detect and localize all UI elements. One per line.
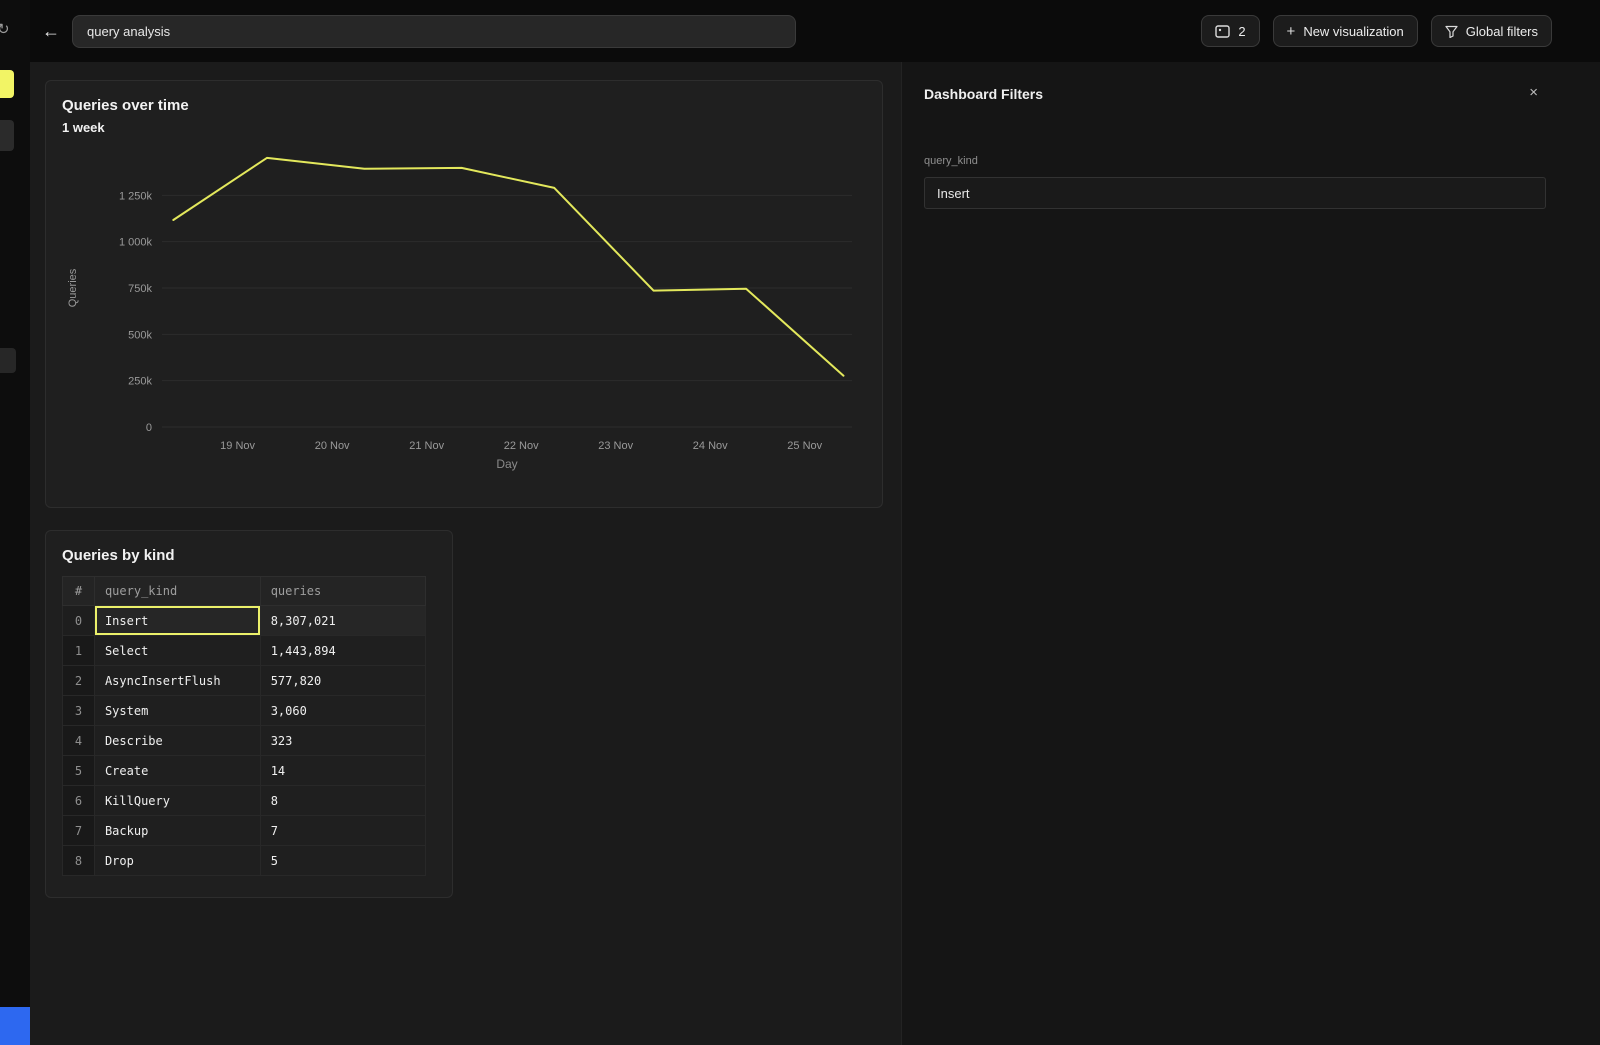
query-kind-cell[interactable]: Select bbox=[93, 635, 261, 666]
filters-panel-title: Dashboard Filters bbox=[924, 86, 1044, 102]
row-index: 6 bbox=[62, 785, 95, 816]
table-title: Queries by kind bbox=[62, 547, 175, 564]
svg-text:1 250k: 1 250k bbox=[119, 190, 153, 202]
back-button[interactable]: ← bbox=[36, 16, 66, 46]
sidebar-item[interactable] bbox=[0, 120, 14, 151]
svg-text:500k: 500k bbox=[128, 329, 152, 341]
row-index: 5 bbox=[62, 755, 95, 786]
query-kind-cell[interactable]: System bbox=[93, 695, 261, 726]
topbar: ← 2 + New visualization Global filters bbox=[0, 0, 1600, 62]
svg-text:22 Nov: 22 Nov bbox=[504, 440, 539, 452]
filter-icon bbox=[1445, 25, 1458, 38]
table-row: 0 Insert 8,307,021 bbox=[62, 605, 427, 636]
global-filters-label: Global filters bbox=[1465, 23, 1538, 39]
new-visualization-label: New visualization bbox=[1303, 23, 1404, 39]
svg-text:19 Nov: 19 Nov bbox=[220, 440, 255, 452]
query-kind-cell[interactable]: Backup bbox=[93, 815, 261, 846]
svg-text:250k: 250k bbox=[128, 376, 152, 388]
queries-cell[interactable]: 5 bbox=[259, 845, 427, 876]
plus-icon: + bbox=[1286, 22, 1296, 40]
new-visualization-button[interactable]: + New visualization bbox=[1272, 15, 1418, 47]
row-index: 1 bbox=[62, 635, 95, 666]
queries-cell[interactable]: 7 bbox=[259, 815, 427, 846]
refresh-icon[interactable]: ↻ bbox=[0, 20, 10, 38]
sidebar-bottom-button[interactable] bbox=[0, 1007, 30, 1045]
visualization-count: 2 bbox=[1238, 23, 1246, 39]
column-header-query-kind: query_kind bbox=[93, 576, 261, 606]
queries-cell[interactable]: 8,307,021 bbox=[259, 605, 427, 636]
queries-cell[interactable]: 14 bbox=[259, 755, 427, 786]
table-row: 4 Describe 323 bbox=[62, 725, 427, 756]
queries-over-time-chart: 0 250k 500k 750k 1 000k 1 250k 19 Nov 20 Nov 21 … bbox=[62, 139, 866, 489]
query-kind-cell[interactable]: AsyncInsertFlush bbox=[93, 665, 261, 696]
query-kind-filter-input[interactable] bbox=[924, 177, 1546, 209]
svg-text:20 Nov: 20 Nov bbox=[315, 440, 350, 452]
sidebar-item[interactable] bbox=[0, 348, 16, 373]
row-index: 3 bbox=[62, 695, 95, 726]
svg-text:1 000k: 1 000k bbox=[119, 237, 153, 249]
row-index: 7 bbox=[62, 815, 95, 846]
svg-text:Day: Day bbox=[496, 457, 517, 471]
svg-text:750k: 750k bbox=[128, 283, 152, 295]
column-header-queries: queries bbox=[259, 576, 427, 606]
dashboard-canvas: Queries over time 1 week 0 250k 500k 750k 1 … bbox=[30, 62, 901, 1045]
table-card[interactable]: Queries by kind # query_kind queries 0 In… bbox=[45, 530, 453, 898]
table-row: 7 Backup 7 bbox=[62, 815, 427, 846]
query-kind-cell[interactable]: Drop bbox=[93, 845, 261, 876]
queries-cell[interactable]: 8 bbox=[259, 785, 427, 816]
svg-text:21 Nov: 21 Nov bbox=[409, 440, 444, 452]
svg-text:24 Nov: 24 Nov bbox=[693, 440, 728, 452]
topbar-actions: 2 + New visualization Global filters bbox=[1201, 15, 1552, 47]
table-row: 5 Create 14 bbox=[62, 755, 427, 786]
svg-text:25 Nov: 25 Nov bbox=[787, 440, 822, 452]
sidebar-item-active[interactable] bbox=[0, 70, 14, 98]
query-kind-cell[interactable]: Create bbox=[93, 755, 261, 786]
row-index: 0 bbox=[62, 605, 95, 636]
svg-text:0: 0 bbox=[146, 422, 152, 434]
query-kind-cell[interactable]: KillQuery bbox=[93, 785, 261, 816]
table-header-row: # query_kind queries bbox=[62, 576, 427, 606]
filter-field-label: query_kind bbox=[924, 155, 978, 167]
row-index: 4 bbox=[62, 725, 95, 756]
query-kind-cell[interactable]: Insert bbox=[93, 605, 261, 636]
query-kind-cell[interactable]: Describe bbox=[93, 725, 261, 756]
queries-cell[interactable]: 1,443,894 bbox=[259, 635, 427, 666]
chart-title: Queries over time bbox=[62, 97, 189, 114]
queries-cell[interactable]: 3,060 bbox=[259, 695, 427, 726]
queries-cell[interactable]: 577,820 bbox=[259, 665, 427, 696]
table-row: 6 KillQuery 8 bbox=[62, 785, 427, 816]
table-row: 2 AsyncInsertFlush 577,820 bbox=[62, 665, 427, 696]
row-index: 8 bbox=[62, 845, 95, 876]
dashboard-title-input[interactable] bbox=[72, 14, 796, 48]
queries-cell[interactable]: 323 bbox=[259, 725, 427, 756]
svg-text:23 Nov: 23 Nov bbox=[598, 440, 633, 452]
table-row: 1 Select 1,443,894 bbox=[62, 635, 427, 666]
chart-card[interactable]: Queries over time 1 week 0 250k 500k 750k 1 … bbox=[45, 80, 883, 508]
visualization-count-icon bbox=[1215, 24, 1231, 38]
table-row: 8 Drop 5 bbox=[62, 845, 427, 876]
visualization-count-button[interactable]: 2 bbox=[1201, 15, 1260, 47]
svg-text:Queries: Queries bbox=[67, 268, 79, 307]
dashboard-filters-panel: Dashboard Filters × query_kind bbox=[901, 62, 1600, 1045]
column-header-index: # bbox=[62, 576, 95, 606]
close-icon[interactable]: × bbox=[1529, 84, 1538, 101]
global-filters-button[interactable]: Global filters bbox=[1430, 15, 1552, 47]
table-row: 3 System 3,060 bbox=[62, 695, 427, 726]
left-rail: ↻ bbox=[0, 0, 30, 1045]
row-index: 2 bbox=[62, 665, 95, 696]
chart-subtitle: 1 week bbox=[62, 120, 105, 135]
queries-by-kind-table: # query_kind queries 0 Insert 8,307,021 1 Se… bbox=[62, 576, 427, 876]
queries-line-chart-svg: 0 250k 500k 750k 1 000k 1 250k 19 Nov 20 Nov 21 … bbox=[67, 156, 852, 471]
